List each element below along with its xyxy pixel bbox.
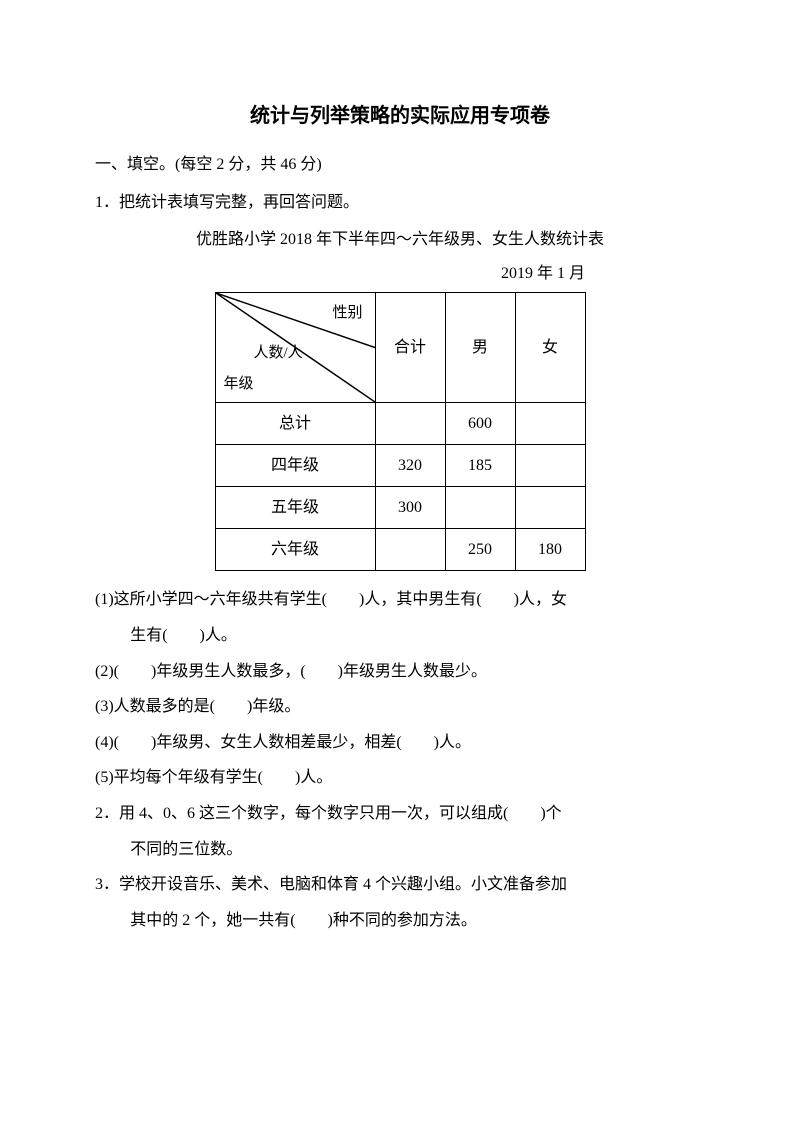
corner-label-bottom: 年级: [224, 372, 254, 396]
cell-male[interactable]: [445, 487, 515, 529]
corner-label-mid: 人数/人: [254, 341, 303, 365]
table-date: 2019 年 1 月: [95, 261, 705, 287]
page-title: 统计与列举策略的实际应用专项卷: [95, 100, 705, 132]
q1-text: 1．把统计表填写完整，再回答问题。: [95, 190, 705, 216]
section-header: 一、填空。(每空 2 分，共 46 分): [95, 152, 705, 178]
cell-total: 300: [375, 487, 445, 529]
table-row: 六年级 250 180: [215, 529, 585, 571]
q1-sub1-line2: 生有( )人。: [95, 623, 705, 649]
row-name: 总计: [215, 403, 375, 445]
cell-female[interactable]: [515, 445, 585, 487]
q1-sub1-line1: (1)这所小学四～六年级共有学生( )人，其中男生有( )人，女: [95, 587, 705, 613]
col-header-male: 男: [445, 293, 515, 403]
cell-female[interactable]: [515, 403, 585, 445]
table-header-row: 性别 人数/人 年级 合计 男 女: [215, 293, 585, 403]
row-name: 四年级: [215, 445, 375, 487]
col-header-female: 女: [515, 293, 585, 403]
q1-sub5: (5)平均每个年级有学生( )人。: [95, 765, 705, 791]
q2-line2: 不同的三位数。: [95, 837, 705, 863]
q2-line1: 2．用 4、0、6 这三个数字，每个数字只用一次，可以组成( )个: [95, 801, 705, 827]
table-row: 四年级 320 185: [215, 445, 585, 487]
q3-line2: 其中的 2 个，她一共有( )种不同的参加方法。: [95, 908, 705, 934]
q1-sub3: (3)人数最多的是( )年级。: [95, 694, 705, 720]
cell-male: 250: [445, 529, 515, 571]
table-row: 总计 600: [215, 403, 585, 445]
cell-female: 180: [515, 529, 585, 571]
q1-sub4: (4)( )年级男、女生人数相差最少，相差( )人。: [95, 730, 705, 756]
col-header-total: 合计: [375, 293, 445, 403]
cell-total[interactable]: [375, 529, 445, 571]
q1-sub2: (2)( )年级男生人数最多，( )年级男生人数最少。: [95, 659, 705, 685]
q3-line1: 3．学校开设音乐、美术、电脑和体育 4 个兴趣小组。小文准备参加: [95, 872, 705, 898]
cell-total[interactable]: [375, 403, 445, 445]
row-name: 六年级: [215, 529, 375, 571]
cell-female[interactable]: [515, 487, 585, 529]
table-row: 五年级 300: [215, 487, 585, 529]
corner-cell: 性别 人数/人 年级: [215, 293, 375, 403]
cell-male: 600: [445, 403, 515, 445]
cell-male: 185: [445, 445, 515, 487]
cell-total: 320: [375, 445, 445, 487]
stats-table: 性别 人数/人 年级 合计 男 女 总计 600 四年级 320 185 五年级…: [215, 292, 586, 571]
row-name: 五年级: [215, 487, 375, 529]
stats-table-container: 性别 人数/人 年级 合计 男 女 总计 600 四年级 320 185 五年级…: [95, 292, 705, 571]
corner-label-top: 性别: [332, 301, 362, 325]
table-subtitle: 优胜路小学 2018 年下半年四～六年级男、女生人数统计表: [95, 227, 705, 253]
